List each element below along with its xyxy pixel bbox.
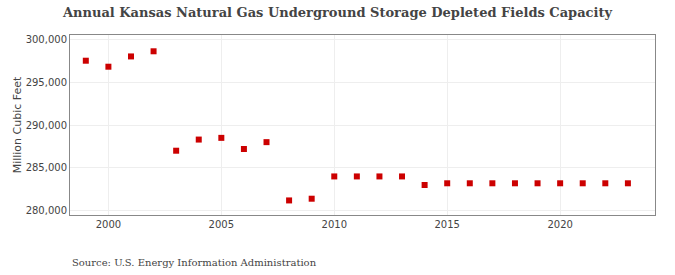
svg-text:Annual Kansas Natural Gas Unde: Annual Kansas Natural Gas Underground St… (62, 5, 612, 20)
svg-text:Source: U.S. Energy Informatio: Source: U.S. Energy Information Administ… (72, 257, 317, 268)
svg-text:2005: 2005 (209, 219, 234, 230)
svg-text:290,000: 290,000 (26, 120, 67, 131)
svg-text:2020: 2020 (547, 219, 572, 230)
svg-text:285,000: 285,000 (26, 162, 67, 173)
svg-text:295,000: 295,000 (26, 77, 67, 88)
svg-text:280,000: 280,000 (26, 205, 67, 216)
svg-text:Million Cubic Feet: Million Cubic Feet (11, 76, 24, 173)
svg-text:2015: 2015 (434, 219, 459, 230)
svg-text:2000: 2000 (96, 219, 121, 230)
svg-text:2010: 2010 (322, 219, 347, 230)
svg-text:300,000: 300,000 (26, 34, 67, 45)
